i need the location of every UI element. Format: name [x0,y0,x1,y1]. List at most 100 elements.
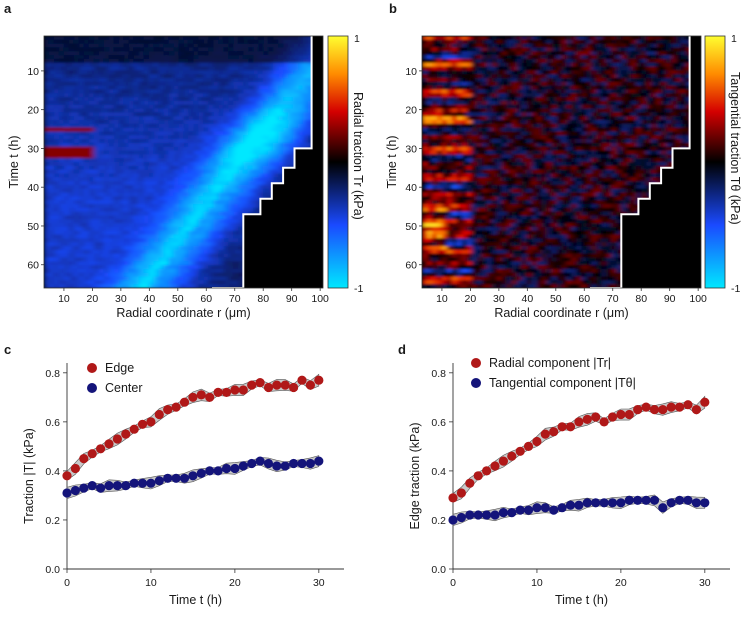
x-tick-label: 20 [87,293,99,305]
legend-label: Radial component |Tr| [489,356,611,370]
data-point [146,417,156,427]
data-point [179,473,190,483]
x-tick-label: 60 [578,293,590,305]
data-point [171,402,181,412]
data-point [154,409,164,420]
data-point [62,471,72,481]
x-tick-label: 70 [229,293,241,305]
x-tick-label: 30 [115,293,127,305]
data-point [87,449,97,459]
colorbar-b: 1 -1 Tangential traction Tθ (kPa) [704,33,742,295]
data-point [280,461,290,471]
data-point [96,483,106,493]
data-point [263,382,274,393]
data-point [448,493,458,503]
data-point [490,461,500,471]
x-tick-label: 40 [521,293,533,305]
x-tick-label: 10 [145,577,157,589]
data-point [305,458,315,469]
data-point [482,510,492,520]
panel-letter-b: b [389,1,397,16]
x-tick-label: 30 [313,577,325,589]
y-tick-label: 40 [405,182,417,194]
data-point [255,456,265,466]
data-point [649,495,660,505]
data-point [221,387,232,397]
data-point [456,488,466,498]
data-point [557,422,567,432]
data-point [448,515,458,525]
data-point [523,505,534,515]
data-point [498,507,508,518]
data-point [582,414,592,424]
y-axis-label: Traction |T| (kPa) [22,428,36,524]
data-point [79,483,89,493]
data-point [666,498,676,508]
x-tick-label: 0 [450,577,456,589]
data-point [557,503,567,513]
data-point [112,481,122,491]
data-point [658,405,668,415]
data-point [691,405,702,415]
x-tick-label: 20 [229,577,241,589]
x-tick-label: 90 [664,293,676,305]
data-point [515,505,525,515]
data-point [205,392,215,402]
y-tick-label: 50 [405,221,417,233]
data-point [289,458,299,469]
data-point [188,471,198,481]
scatter-c: 0 10 20 30 0.0 0.2 0.4 0.6 0.8 Time t (h) Traction… [22,361,344,607]
legend-marker [87,383,97,393]
y-tick-label: 0.4 [45,466,60,478]
x-axis-label: Time t (h) [555,593,608,607]
colorbar-b-scale [704,35,726,289]
data-point [263,458,274,469]
heatmap-b-cells [422,36,701,288]
data-point [129,478,139,488]
data-point [62,488,72,498]
data-point [540,503,550,513]
y-tick-label: 0.6 [431,417,446,429]
x-tick-label: 30 [699,577,711,589]
data-point [230,385,240,395]
colorbar-a-scale [327,35,349,289]
y-tick-label: 0.8 [45,368,60,380]
data-point [523,441,534,451]
data-point [238,461,248,471]
data-point [70,463,80,474]
data-point [574,417,584,427]
x-tick-label: 100 [311,293,329,305]
y-tick-label: 0.0 [45,564,60,576]
data-point [683,495,693,505]
data-point [616,409,626,420]
data-point [507,507,517,518]
data-point [179,397,190,407]
data-point [607,412,618,422]
x-tick-label: 50 [172,293,184,305]
x-tick-label: 0 [64,577,70,589]
data-point [616,498,626,508]
data-point [137,478,148,488]
data-point [666,402,676,412]
data-point [213,466,223,476]
data-point [213,387,223,397]
x-axis-label: Time t (h) [169,593,222,607]
panel-letter-c: c [4,342,11,357]
heatmap-a-axes: 10 20 30 40 50 60 70 80 90 100102030405060Radial … [7,66,329,320]
data-point [624,495,634,505]
data-point [473,471,483,481]
x-axis-label: Radial coordinate r (μm) [494,306,628,320]
data-point [599,417,609,427]
x-tick-label: 80 [257,293,269,305]
colorbar-a-max: 1 [354,33,360,45]
data-point [314,375,324,385]
data-point [196,468,206,478]
data-point [280,380,290,390]
data-point [154,476,164,486]
data-point [490,510,500,520]
y-tick-label: 10 [405,66,417,78]
data-point [633,405,643,415]
y-tick-label: 40 [27,182,39,194]
heatmap-a: 10 20 30 40 50 60 70 80 90 100102030405060Radial … [7,35,329,320]
